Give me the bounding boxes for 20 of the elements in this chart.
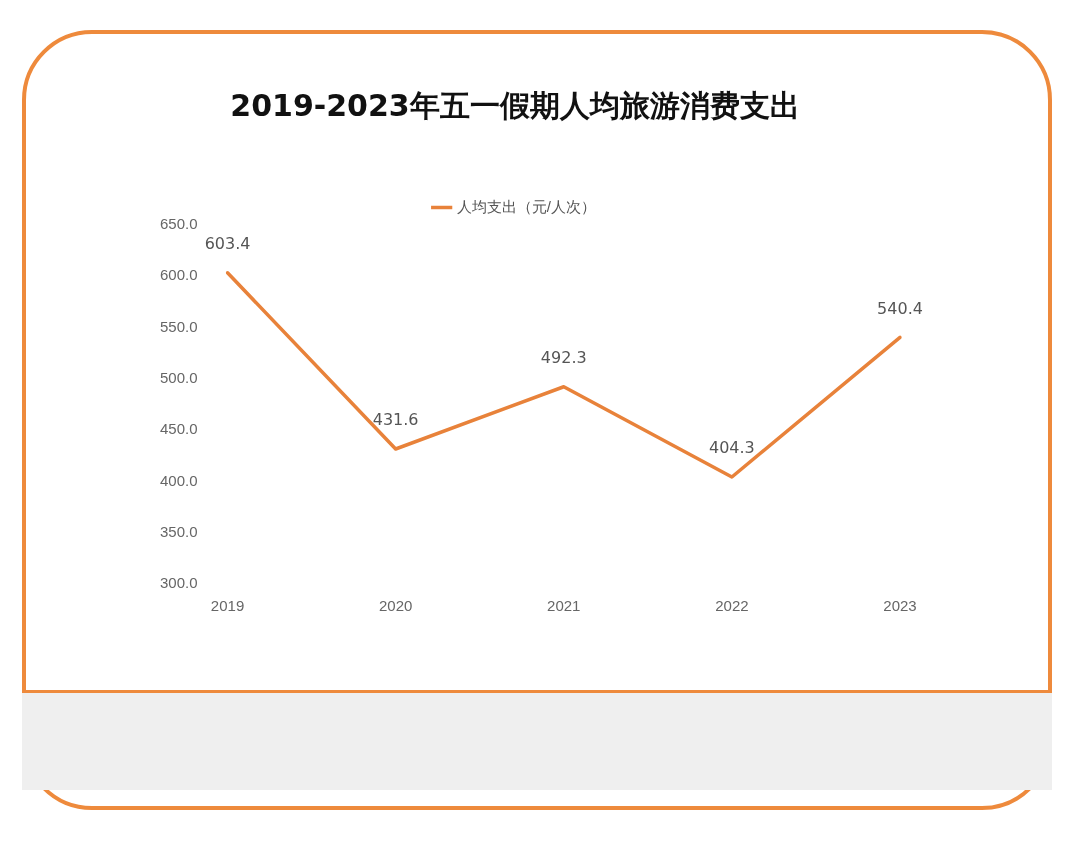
data-label: 540.4	[877, 298, 923, 318]
y-tick-label: 400.0	[159, 471, 198, 489]
y-tick-label: 350.0	[159, 522, 198, 540]
x-tick-label: 2022	[715, 597, 749, 615]
data-label: 492.3	[540, 347, 587, 367]
legend-label: 人均支出（元/人次）	[456, 197, 596, 215]
y-tick-label: 550.0	[159, 317, 198, 335]
y-tick-label: 450.0	[159, 420, 198, 438]
x-tick-label: 2023	[883, 597, 917, 615]
chart-title: 2019-2023年五一假期人均旅游消费支出	[230, 87, 800, 123]
x-tick-label: 2021	[547, 597, 581, 615]
x-tick-label: 2019	[210, 597, 245, 615]
y-tick-label: 650.0	[159, 215, 198, 233]
data-label: 603.4	[204, 233, 251, 253]
data-label: 431.6	[372, 410, 419, 430]
y-tick-label: 300.0	[159, 574, 198, 592]
y-tick-label: 500.0	[159, 369, 198, 386]
y-tick-label: 600.0	[159, 266, 198, 284]
x-tick-label: 2020	[378, 597, 413, 615]
data-label: 404.3	[708, 438, 755, 458]
